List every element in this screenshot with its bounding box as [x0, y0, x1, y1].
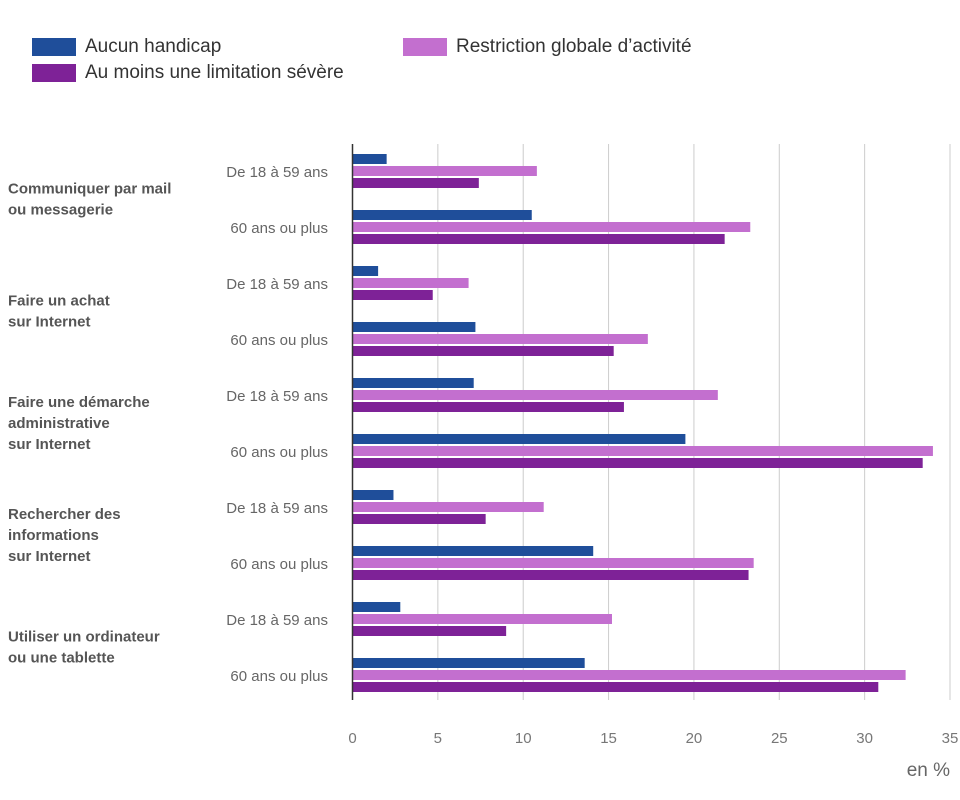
bar-limitation-severe [352, 290, 433, 300]
row-label: 60 ans ou plus [230, 444, 328, 461]
bar-aucun-handicap [352, 210, 532, 220]
bar-limitation-severe [352, 458, 923, 468]
bar-limitation-severe [352, 346, 614, 356]
legend-item-aucun-handicap: Aucun handicap [32, 36, 221, 58]
group-label: Communiquer par mail [8, 181, 171, 198]
legend-swatch-aucun-handicap [32, 38, 76, 56]
x-tick-label: 30 [856, 730, 873, 747]
bar-restriction-globale [352, 390, 718, 400]
bar-aucun-handicap [352, 266, 379, 276]
row-label: 60 ans ou plus [230, 220, 328, 237]
row-label: De 18 à 59 ans [226, 164, 328, 181]
bar-aucun-handicap [352, 602, 401, 612]
bar-restriction-globale [352, 334, 648, 344]
bar-restriction-globale [352, 670, 906, 680]
bar-restriction-globale [352, 446, 933, 456]
group-label: sur Internet [8, 314, 91, 331]
row-label: De 18 à 59 ans [226, 388, 328, 405]
legend-label-restriction-globale: Restriction globale d’activité [456, 36, 692, 57]
bar-restriction-globale [352, 502, 544, 512]
legend-swatch-restriction-globale [403, 38, 447, 56]
bar-restriction-globale [352, 222, 751, 232]
row-label: 60 ans ou plus [230, 668, 328, 685]
x-tick-label: 5 [434, 730, 442, 747]
legend-swatch-limitation-severe [32, 64, 76, 82]
bar-aucun-handicap [352, 434, 686, 444]
group-label: ou une tablette [8, 650, 115, 667]
bar-limitation-severe [352, 626, 507, 636]
group-label: Faire un achat [8, 293, 110, 310]
x-axis-title: en % [907, 760, 950, 781]
group-label: sur Internet [8, 548, 91, 565]
row-label: De 18 à 59 ans [226, 500, 328, 517]
group-label: administrative [8, 415, 110, 432]
x-tick-label: 10 [515, 730, 532, 747]
x-tick-label: 20 [686, 730, 703, 747]
row-label: De 18 à 59 ans [226, 612, 328, 629]
legend-item-restriction-globale: Restriction globale d’activité [403, 36, 692, 58]
bar-limitation-severe [352, 178, 479, 188]
group-label: sur Internet [8, 436, 91, 453]
bar-aucun-handicap [352, 546, 594, 556]
legend-item-limitation-severe: Au moins une limitation sévère [32, 62, 344, 84]
bar-aucun-handicap [352, 658, 585, 668]
legend-label-aucun-handicap: Aucun handicap [85, 36, 222, 57]
bar-restriction-globale [352, 278, 469, 288]
row-label: 60 ans ou plus [230, 556, 328, 573]
chart-legend: Aucun handicap Restriction globale d’act… [32, 36, 732, 96]
row-label: De 18 à 59 ans [226, 276, 328, 293]
group-label: Faire une démarche [8, 394, 150, 411]
group-label: Utiliser un ordinateur [8, 629, 160, 646]
bar-aucun-handicap [352, 378, 474, 388]
bar-aucun-handicap [352, 154, 387, 164]
bar-restriction-globale [352, 558, 754, 568]
bar-aucun-handicap [352, 322, 476, 332]
bar-restriction-globale [352, 614, 612, 624]
x-tick-label: 35 [942, 730, 959, 747]
bar-aucun-handicap [352, 490, 394, 500]
group-label: informations [8, 527, 99, 544]
bar-restriction-globale [352, 166, 537, 176]
bar-limitation-severe [352, 402, 624, 412]
x-tick-label: 25 [771, 730, 788, 747]
row-label: 60 ans ou plus [230, 332, 328, 349]
x-tick-label: 15 [600, 730, 617, 747]
legend-label-limitation-severe: Au moins une limitation sévère [85, 62, 344, 83]
bar-limitation-severe [352, 514, 486, 524]
group-label: ou messagerie [8, 202, 113, 219]
x-tick-label: 0 [348, 730, 356, 747]
bar-limitation-severe [352, 682, 879, 692]
bar-limitation-severe [352, 234, 725, 244]
group-label: Rechercher des [8, 506, 121, 523]
bar-limitation-severe [352, 570, 749, 580]
